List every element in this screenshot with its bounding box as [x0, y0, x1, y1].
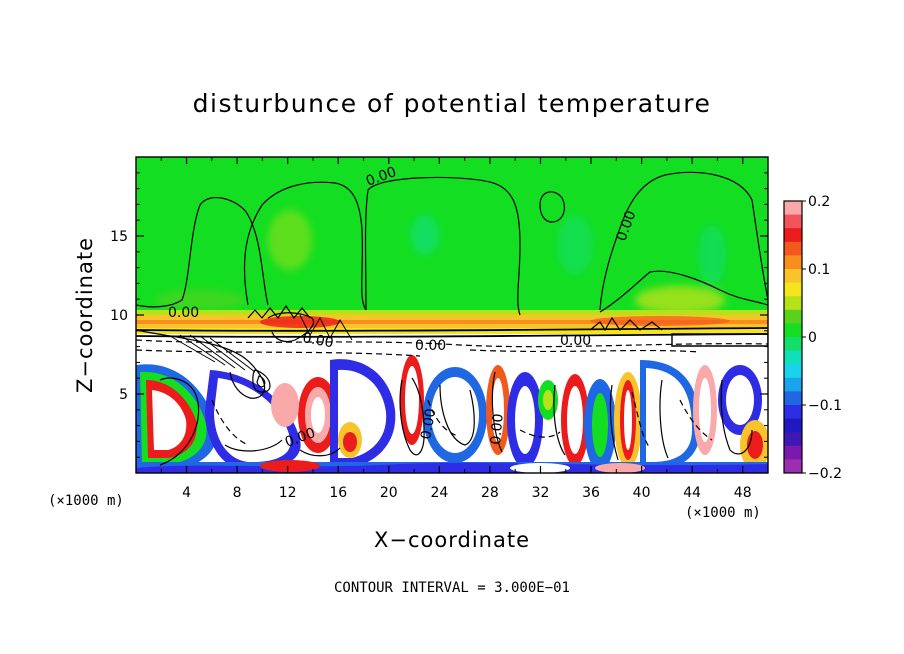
lower-layer-cells: [136, 352, 768, 473]
colorbar-swatch: [784, 214, 802, 229]
colorbar-swatch: [784, 201, 802, 216]
colorbar-swatch: [784, 309, 802, 324]
plot-area: [136, 157, 768, 473]
colorbar-swatch: [784, 255, 802, 270]
y-tick-label: 10: [110, 308, 128, 324]
colorbar-swatch: [784, 459, 802, 474]
colorbar-swatch: [784, 377, 802, 392]
colorbar-swatch: [784, 282, 802, 297]
colorbar-swatch: [784, 418, 802, 433]
x-tick-label: 36: [582, 485, 600, 501]
colorbar-swatch: [784, 405, 802, 420]
x-tick-label: 16: [329, 485, 347, 501]
contour-interval: CONTOUR INTERVAL = 3.000E−01: [334, 580, 570, 596]
y-tick-label: 15: [110, 229, 128, 245]
x-axis-unit-right: (×1000 m): [685, 505, 761, 521]
contour-label: 0.00: [301, 330, 334, 351]
colorbar-swatch: [784, 241, 802, 256]
y-axis-label: Z−coordinate: [73, 237, 97, 393]
colorbar-swatch: [784, 323, 802, 338]
x-tick-label: 44: [683, 485, 701, 501]
colorbar-swatch: [784, 350, 802, 365]
x-axis-label: X−coordinate: [374, 528, 530, 552]
colorbar-labels: 0.2 0.1 0 −0.1 −0.2: [802, 194, 842, 482]
y-tick-label: 5: [119, 387, 128, 403]
contour-label: 0.00: [418, 407, 439, 440]
contour-label: 0.00: [560, 333, 591, 349]
colorbar-tick-label: 0.1: [808, 262, 830, 278]
colorbar-swatch: [784, 269, 802, 284]
colorbar-swatch: [784, 337, 802, 352]
x-tick-label: 24: [430, 485, 448, 501]
x-tick-label: 28: [481, 485, 499, 501]
colorbar-swatch: [784, 432, 802, 447]
contour-label: 0.00: [415, 338, 446, 354]
x-tick-label: 32: [532, 485, 550, 501]
y-axis: 5 10 15: [110, 172, 768, 458]
x-tick-label: 48: [734, 485, 752, 501]
x-tick-label: 8: [233, 485, 242, 501]
colorbar-swatch: [784, 364, 802, 379]
x-tick-label: 12: [279, 485, 297, 501]
colorbar-swatch: [784, 391, 802, 406]
contour-lines: [136, 171, 768, 466]
x-axis-unit-left: (×1000 m): [48, 493, 124, 509]
x-tick-label: 20: [380, 485, 398, 501]
colorbar-swatch: [784, 228, 802, 243]
x-tick-label: 40: [633, 485, 651, 501]
upper-layer-patches: [155, 210, 726, 314]
chart-title: disturbunce of potential temperature: [193, 89, 712, 118]
x-axis: 4 8 12 16 20 24 28 32 36 40 44 48: [160, 157, 752, 501]
contour-label: 0.00: [168, 305, 199, 321]
colorbar-tick-label: −0.1: [808, 398, 842, 414]
colorbar-tick-label: 0.2: [808, 194, 830, 210]
contour-label: 0.00: [488, 413, 507, 445]
x-tick-label: 4: [182, 485, 191, 501]
colorbar-tick-label: −0.2: [808, 466, 842, 482]
colorbar-swatch: [784, 296, 802, 311]
colorbar: [783, 200, 803, 474]
colorbar-tick-label: 0: [808, 330, 817, 346]
colorbar-swatch: [784, 445, 802, 460]
